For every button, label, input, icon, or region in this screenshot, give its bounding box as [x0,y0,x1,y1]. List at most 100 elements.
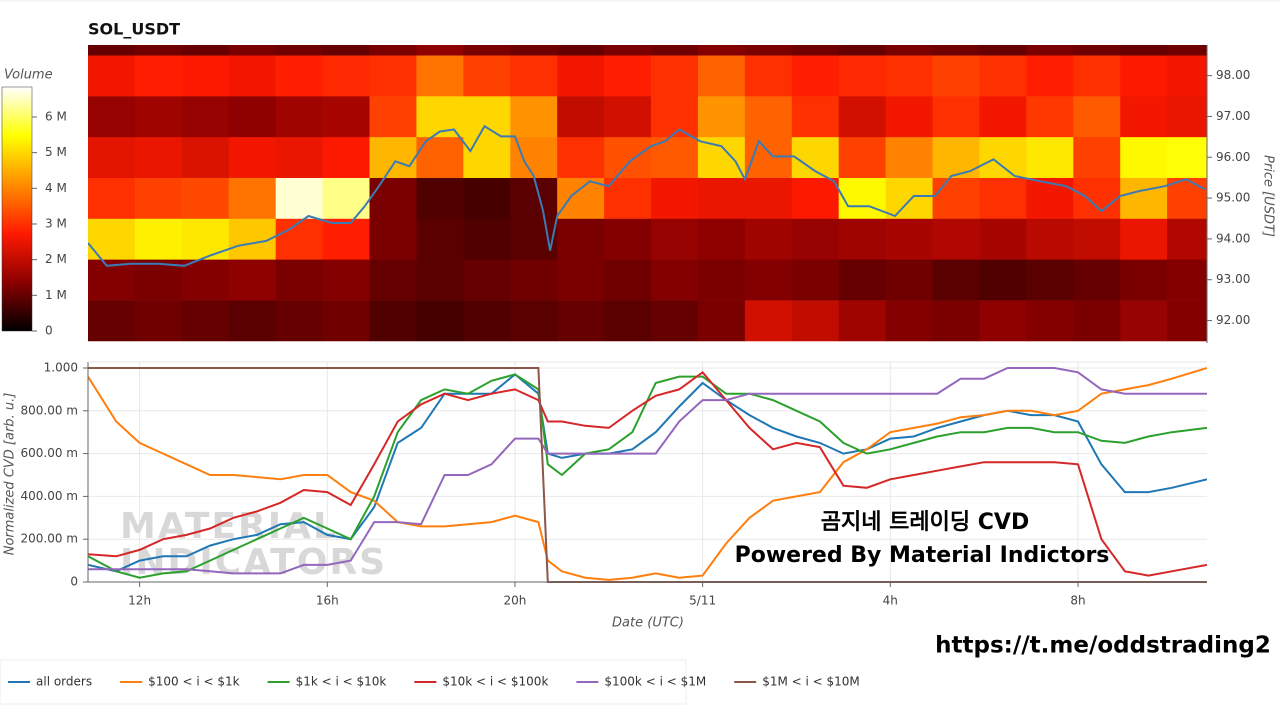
heatmap-cell [557,177,605,219]
heatmap-cell [604,177,652,219]
heatmap-cell [1073,136,1121,178]
heatmap-cell [322,218,371,260]
heatmap-cell [369,177,417,219]
heatmap-cell [838,96,887,138]
heatmap-cell [932,55,980,97]
heatmap-cell [416,300,464,342]
heatmap-cell [134,55,183,97]
watermark: INDICATORS [120,542,387,583]
heatmap-cell [88,300,136,342]
x-tick-label: 20h [504,594,527,608]
heatmap-cell [1026,55,1074,97]
heatmap-cell [1167,45,1207,56]
heatmap-cell [1167,177,1207,219]
heatmap-cell [1120,96,1168,138]
y-tick-label: 600.00 m [21,446,79,460]
series-line [88,370,1207,577]
heatmap-cell [1026,259,1074,301]
legend-label: $100k < i < $1M [604,675,706,689]
legend-label: $10k < i < $100k [442,675,548,689]
heatmap-cell [1167,300,1207,342]
heatmap-cell [322,136,371,178]
heatmap-cell [1073,177,1121,219]
heatmap-cell [416,45,464,56]
price-tick-label: 95.00 [1216,191,1250,205]
colorbar-tick-label: 4 M [45,181,67,195]
heatmap-cell [88,96,136,138]
heatmap [88,45,1207,342]
heatmap-cell [697,177,746,219]
heatmap-cell [885,45,934,56]
heatmap-cell [463,55,511,97]
heatmap-cell [651,96,699,138]
heatmap-cell [1026,96,1074,138]
series-line [88,367,1207,575]
heatmap-cell [791,45,840,56]
heatmap-cell [510,300,558,342]
heatmap-cell [275,259,324,301]
heatmap-cell [510,177,558,219]
heatmap-cell [885,96,934,138]
heatmap-cell [369,218,417,260]
heatmap-cell [651,218,699,260]
heatmap-cell [932,218,980,260]
heatmap-cell [275,136,324,178]
colorbar-tick-label: 5 M [45,145,67,159]
heatmap-cell [979,218,1027,260]
heatmap-cell [885,259,934,301]
heatmap-cell [604,45,652,56]
legend: all orders $100 < i < $1k $1k < i < $10k $1… [8,675,860,689]
colorbar [1,86,33,332]
heatmap-cell [416,177,464,219]
heatmap-cell [181,300,230,342]
heatmap-cell [744,45,793,56]
heatmap-cell [932,259,980,301]
heatmap-cell [697,136,746,178]
heatmap-cell [463,300,511,342]
heatmap-cell [791,300,840,342]
y-tick-label: 0 [70,575,78,589]
y-tick-label: 200.00 m [21,532,79,546]
heatmap-cell [791,177,840,219]
heatmap-cell [275,300,324,342]
legend-label: $1k < i < $10k [296,675,387,689]
heatmap-cell [228,177,277,219]
price-axis-label: Price [USDT] [1261,155,1276,237]
heatmap-cell [651,55,699,97]
heatmap-cell [1120,259,1168,301]
heatmap-cell [838,45,887,56]
price-tick-label: 94.00 [1216,231,1250,245]
heatmap-cell [697,96,746,138]
heatmap-cell [557,259,605,301]
heatmap-cell [322,96,371,138]
heatmap-cell [604,218,652,260]
heatmap-cell [88,45,136,56]
heatmap-cell [932,45,980,56]
heatmap-cell [88,177,136,219]
heatmap-cell [557,300,605,342]
heatmap-cell [557,45,605,56]
x-tick-label: 12h [128,594,151,608]
heatmap-cell [979,96,1027,138]
heatmap-cell [134,136,183,178]
heatmap-cell [885,300,934,342]
heatmap-cell [885,177,934,219]
heatmap-cell [322,55,371,97]
heatmap-cell [885,55,934,97]
heatmap-cell [697,55,746,97]
heatmap-cell [979,45,1027,56]
heatmap-cell [1120,177,1168,219]
heatmap-cell [228,96,277,138]
heatmap-cell [557,136,605,178]
colorbar-tick-label: 2 M [45,252,67,266]
heatmap-cell [181,55,230,97]
heatmap-cell [838,300,887,342]
heatmap-cell [510,259,558,301]
y-axis-label: Normalized CVD [arb. u.] [3,393,18,556]
heatmap-cell [88,136,136,178]
heatmap-cell [932,300,980,342]
heatmap-cell [979,55,1027,97]
heatmap-cell [1167,136,1207,178]
heatmap-cell [1073,55,1121,97]
heatmap-cell [1073,300,1121,342]
